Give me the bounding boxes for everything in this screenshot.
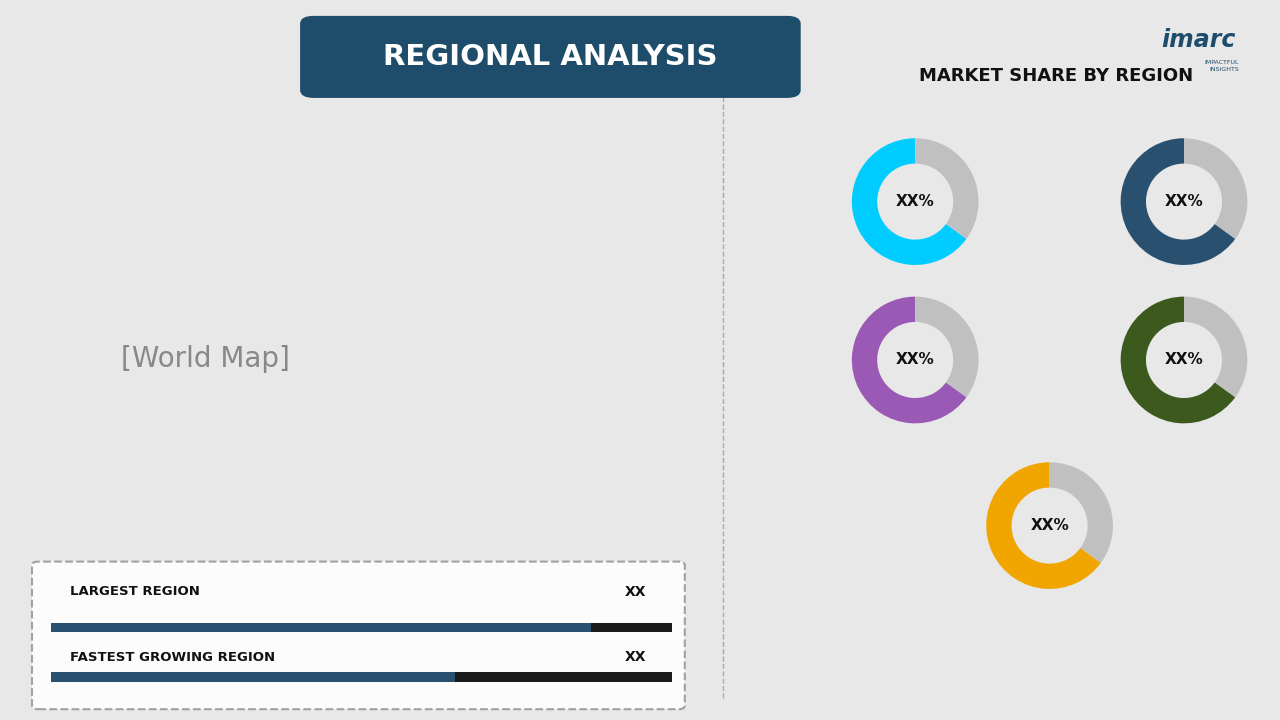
Wedge shape xyxy=(852,138,966,265)
Wedge shape xyxy=(915,138,978,239)
Wedge shape xyxy=(1050,462,1112,563)
Text: XX: XX xyxy=(625,585,646,599)
FancyBboxPatch shape xyxy=(301,17,800,97)
Wedge shape xyxy=(852,297,966,423)
Text: IMPACTFUL
INSIGHTS: IMPACTFUL INSIGHTS xyxy=(1204,60,1239,72)
Text: LARGEST REGION: LARGEST REGION xyxy=(70,585,200,598)
Wedge shape xyxy=(1121,138,1235,265)
Text: [World Map]: [World Map] xyxy=(120,345,289,372)
Text: XX%: XX% xyxy=(896,194,934,209)
Text: XX%: XX% xyxy=(896,353,934,367)
Bar xyxy=(51,623,591,632)
Bar xyxy=(51,672,454,682)
Text: XX%: XX% xyxy=(1165,353,1203,367)
Text: XX%: XX% xyxy=(1165,194,1203,209)
Text: XX%: XX% xyxy=(1030,518,1069,533)
Text: REGIONAL ANALYSIS: REGIONAL ANALYSIS xyxy=(383,43,718,71)
Wedge shape xyxy=(987,462,1101,589)
Bar xyxy=(591,623,672,632)
Wedge shape xyxy=(1184,297,1247,397)
FancyBboxPatch shape xyxy=(32,562,685,709)
Text: XX: XX xyxy=(625,650,646,665)
Text: MARKET SHARE BY REGION: MARKET SHARE BY REGION xyxy=(919,67,1193,85)
Wedge shape xyxy=(1121,297,1235,423)
Wedge shape xyxy=(915,297,978,397)
Text: FASTEST GROWING REGION: FASTEST GROWING REGION xyxy=(70,651,275,664)
Wedge shape xyxy=(1184,138,1247,239)
Text: imarc: imarc xyxy=(1161,27,1235,52)
Bar xyxy=(454,672,672,682)
